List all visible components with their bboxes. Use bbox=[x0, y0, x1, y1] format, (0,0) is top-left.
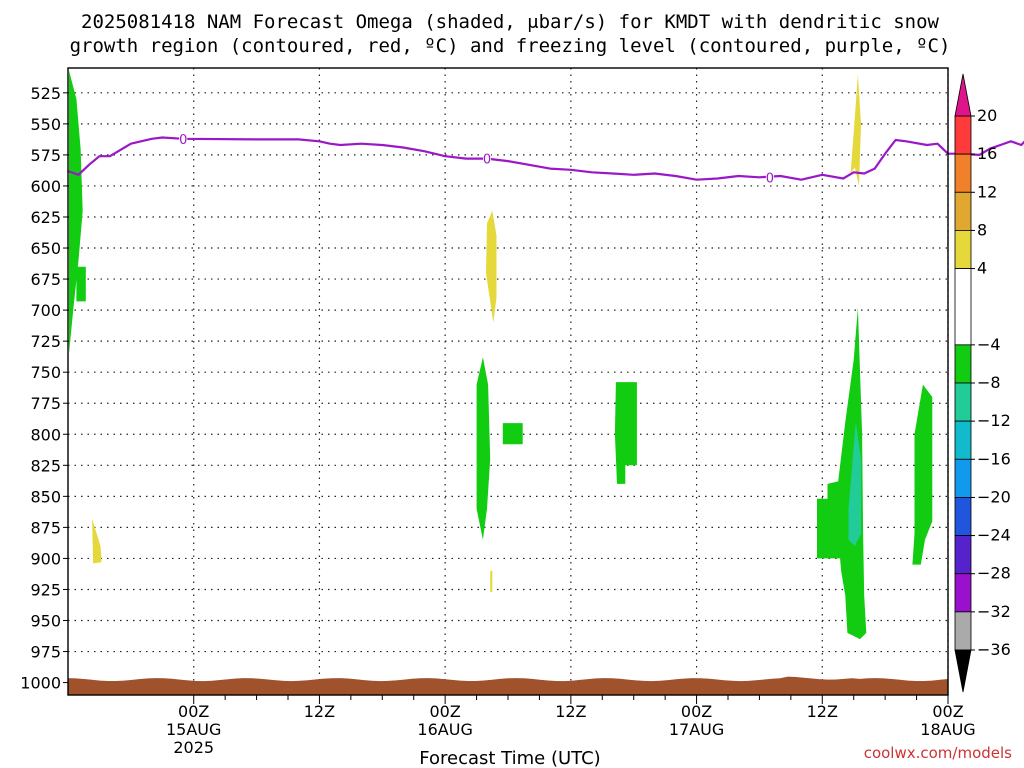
omega-region bbox=[476, 357, 491, 540]
colorbar-bin bbox=[954, 115, 972, 155]
freezing-level-line bbox=[67, 136, 1024, 181]
omega-region bbox=[486, 210, 497, 323]
omega-region bbox=[69, 70, 83, 354]
colorbar-bin bbox=[954, 268, 972, 346]
omega-region bbox=[614, 382, 637, 484]
contour-label-bg bbox=[765, 170, 774, 185]
x-tick-date-label: 18AUG bbox=[920, 720, 975, 739]
x-tick-label: 00Z bbox=[932, 702, 963, 721]
y-tick-label: 975 bbox=[30, 643, 61, 662]
colorbar-bin bbox=[954, 420, 972, 460]
colorbar-label: −8 bbox=[977, 373, 1001, 392]
y-tick-label: 850 bbox=[30, 487, 61, 506]
omega-region bbox=[76, 266, 86, 302]
colorbar-label: −12 bbox=[977, 411, 1011, 430]
y-tick-label: 800 bbox=[30, 425, 61, 444]
omega-region bbox=[490, 570, 493, 592]
colorbar-top-arrow bbox=[954, 73, 972, 117]
x-tick-label: 00Z bbox=[429, 702, 460, 721]
y-tick-label: 625 bbox=[30, 208, 61, 227]
chart-title-line2: growth region (contoured, red, ºC) and f… bbox=[70, 35, 951, 57]
credit-text: coolwx.com/models bbox=[864, 744, 1012, 762]
colorbar-bin bbox=[954, 497, 972, 536]
y-tick-label: 775 bbox=[30, 394, 61, 413]
colorbar-bin bbox=[954, 458, 972, 498]
colorbar-bin bbox=[954, 191, 972, 231]
colorbar-label: 16 bbox=[977, 144, 997, 163]
x-tick-label: 12Z bbox=[807, 702, 838, 721]
x-tick-date-label: 15AUG bbox=[166, 720, 221, 739]
colorbar-label: 20 bbox=[977, 106, 997, 125]
colorbar-label: 4 bbox=[977, 259, 987, 278]
y-tick-label: 525 bbox=[30, 84, 61, 103]
y-tick-label: 1000 bbox=[20, 674, 61, 693]
freezing-level-contour-label: 0 bbox=[766, 171, 774, 186]
x-tick-label: 00Z bbox=[681, 702, 712, 721]
x-tick-label: 00Z bbox=[178, 702, 209, 721]
y-tick-label: 950 bbox=[30, 612, 61, 631]
colorbar-bin bbox=[954, 382, 972, 422]
colorbar-label: 12 bbox=[977, 182, 997, 201]
x-tick-label: 12Z bbox=[555, 702, 586, 721]
colorbar-bottom-arrow bbox=[954, 649, 972, 693]
colorbar-label: −36 bbox=[977, 640, 1011, 659]
omega-region bbox=[92, 518, 102, 564]
y-tick-label: 875 bbox=[30, 518, 61, 537]
colorbar-label: −16 bbox=[977, 449, 1011, 468]
colorbar-label: −20 bbox=[977, 487, 1011, 506]
colorbar-bin bbox=[954, 535, 972, 575]
x-tick-date-label: 17AUG bbox=[669, 720, 724, 739]
y-tick-label: 700 bbox=[30, 301, 61, 320]
colorbar-label: −28 bbox=[977, 564, 1011, 583]
x-axis-label: Forecast Time (UTC) bbox=[419, 748, 600, 768]
omega-region bbox=[848, 421, 861, 546]
colorbar: 20 16 12 8 4 −4 −8 −12 −16 −20 −24 −28 −32 −36 bbox=[954, 73, 1011, 693]
y-tick-label: 675 bbox=[30, 270, 61, 289]
y-tick-label: 750 bbox=[30, 363, 61, 382]
colorbar-bin bbox=[954, 153, 972, 193]
y-tick-label: 600 bbox=[30, 177, 61, 196]
contour-label-bg bbox=[483, 151, 492, 166]
chart-title-line1: 2025081418 NAM Forecast Omega (shaded, μ… bbox=[81, 11, 939, 33]
omega-region bbox=[502, 423, 523, 445]
plot-frame bbox=[67, 67, 949, 696]
y-tick-label: 900 bbox=[30, 549, 61, 568]
omega-region bbox=[850, 74, 861, 186]
x-tick-label: 12Z bbox=[304, 702, 335, 721]
x-tick-year-label: 2025 bbox=[173, 738, 214, 757]
y-tick-label: 725 bbox=[30, 332, 61, 351]
colorbar-label: 8 bbox=[977, 220, 987, 239]
y-tick-label: 550 bbox=[30, 115, 61, 134]
colorbar-bin bbox=[954, 611, 972, 651]
colorbar-label: −4 bbox=[977, 335, 1001, 354]
terrain-strip bbox=[68, 676, 948, 695]
y-tick-label: 825 bbox=[30, 456, 61, 475]
colorbar-label: −24 bbox=[977, 526, 1011, 545]
y-tick-label: 650 bbox=[30, 239, 61, 258]
plot-area: 5255505756006256506757007257507758008258… bbox=[20, 67, 1024, 757]
colorbar-bin bbox=[954, 573, 972, 613]
omega-region bbox=[912, 384, 933, 565]
y-tick-label: 575 bbox=[30, 146, 61, 165]
colorbar-label: −32 bbox=[977, 602, 1011, 621]
colorbar-bin bbox=[954, 230, 972, 269]
omega-region bbox=[834, 307, 867, 640]
freezing-level-contour-label: 0 bbox=[179, 133, 187, 148]
omega-region bbox=[817, 481, 842, 559]
colorbar-bin bbox=[954, 344, 972, 384]
x-tick-date-label: 16AUG bbox=[417, 720, 472, 739]
y-tick-label: 925 bbox=[30, 580, 61, 599]
freezing-level-contour-label: 0 bbox=[483, 153, 491, 168]
contour-label-bg bbox=[179, 131, 188, 146]
